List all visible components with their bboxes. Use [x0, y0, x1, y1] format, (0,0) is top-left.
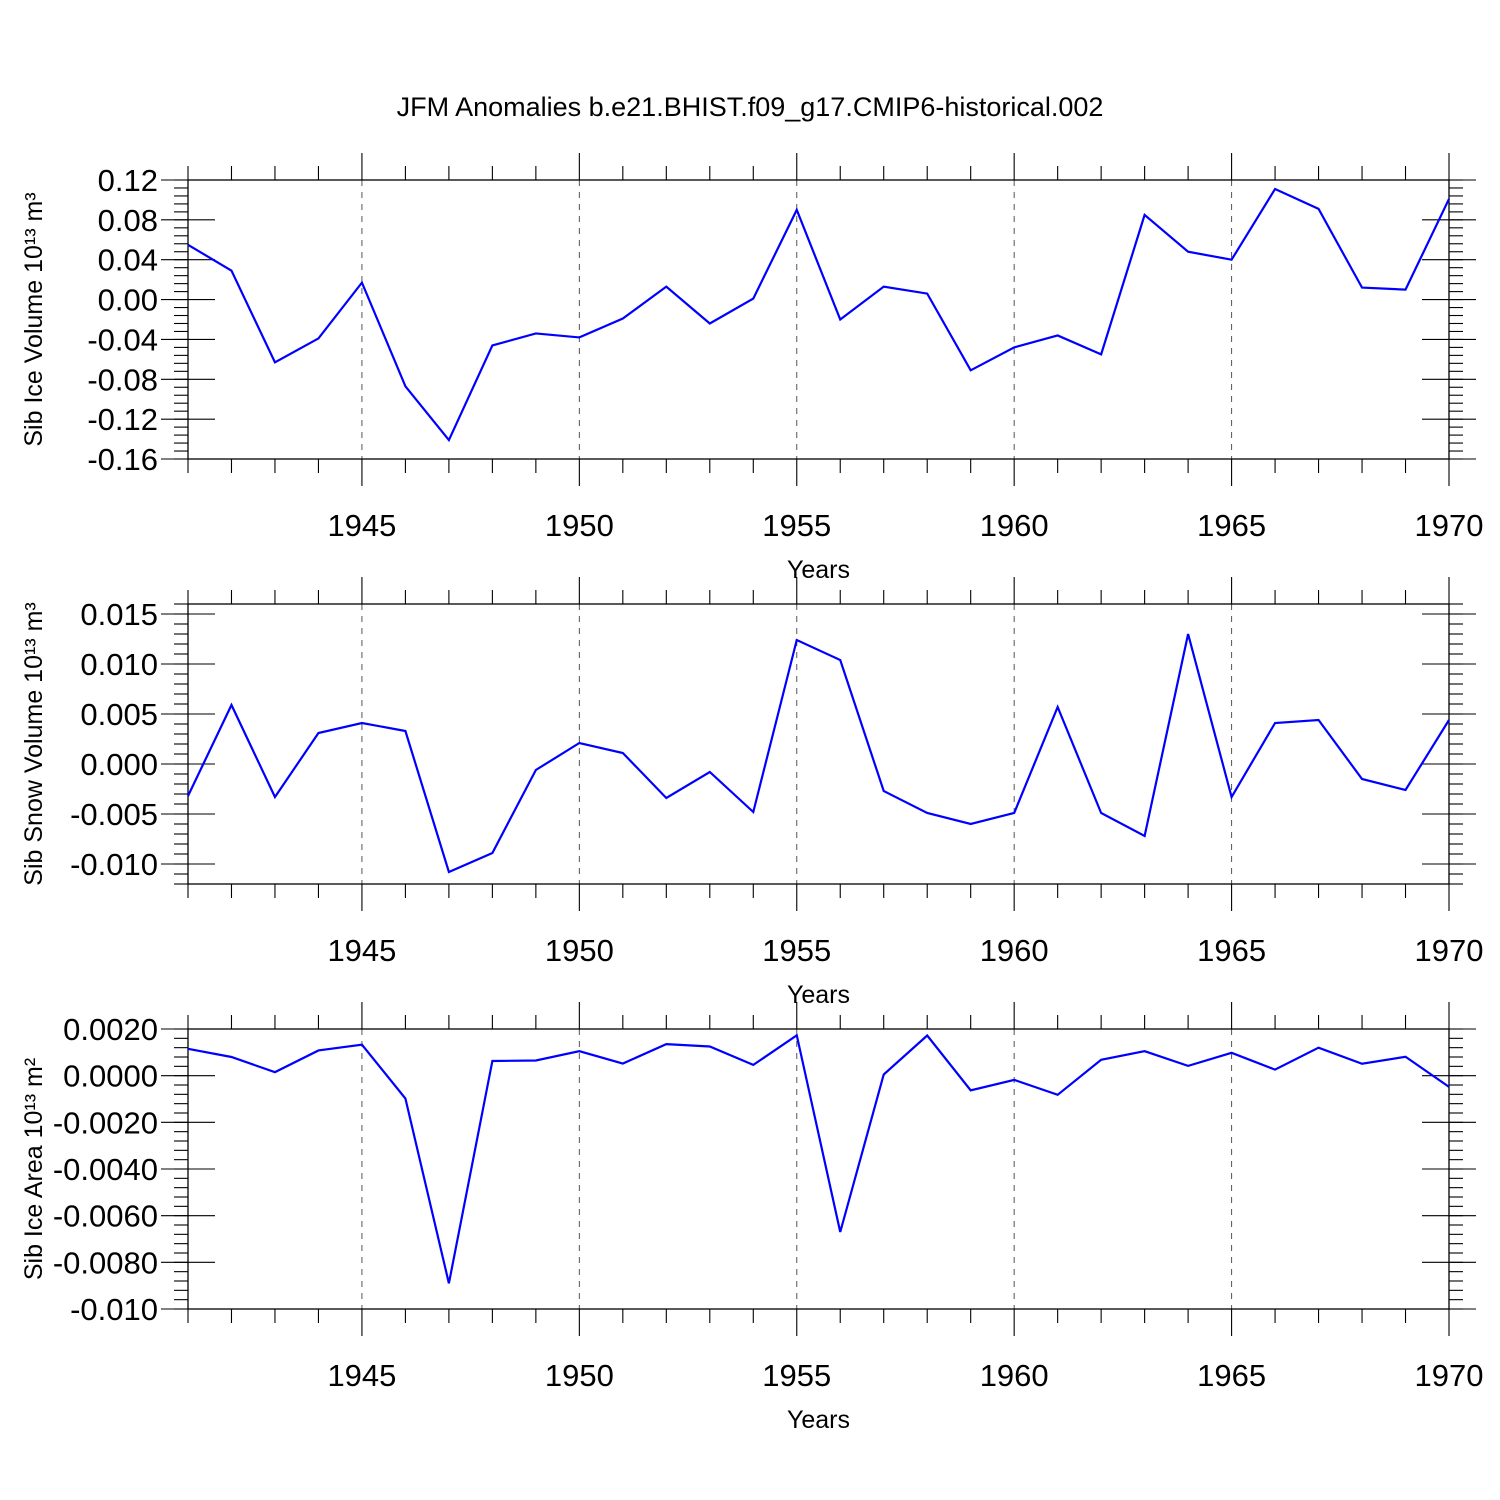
panel-2-xtick-label-1950: 1950 [545, 933, 614, 968]
panel-3-y-axis-label: Sib Ice Area 10¹³ m² [20, 1058, 48, 1280]
panel-2-ytick-label: 0.000 [80, 747, 158, 782]
panel-3-ytick-label: -0.0040 [53, 1152, 158, 1187]
panel-2-ytick-label: 0.010 [80, 647, 158, 682]
panel-2-ytick-label: 0.015 [80, 597, 158, 632]
panel-3-ytick-label: -0.0080 [53, 1245, 158, 1280]
panel-3-xtick-label-1960: 1960 [980, 1358, 1049, 1393]
panel-1-ytick-label: 0.08 [98, 203, 158, 238]
panel-2-ytick-label: -0.005 [70, 797, 158, 832]
panel-3-ytick-label: -0.010 [70, 1292, 158, 1327]
panel-1-xtick-label-1960: 1960 [980, 508, 1049, 543]
panel-3-x-axis-label: Years [787, 1406, 850, 1434]
panel-2-xtick-label-1970: 1970 [1415, 933, 1484, 968]
panel-1-ytick-label: -0.12 [87, 402, 158, 437]
panel-1-ytick-label: -0.08 [87, 362, 158, 397]
panel-1-ytick-label: -0.16 [87, 442, 158, 477]
panel-2-xtick-label-1965: 1965 [1197, 933, 1266, 968]
panel-2-series-line-1 [187, 633, 1450, 874]
panel-1-xtick-label-1955: 1955 [762, 508, 831, 543]
panel-2-y-axis-label: Sib Snow Volume 10¹³ m³ [20, 602, 48, 885]
chart-title: JFM Anomalies b.e21.BHIST.f09_g17.CMIP6-… [397, 92, 1104, 122]
panel-2-frame [187, 603, 1450, 885]
panel-2-xtick-label-1945: 1945 [327, 933, 396, 968]
panel-3-xtick-label-1970: 1970 [1415, 1358, 1484, 1393]
panel-1-xtick-label-1965: 1965 [1197, 508, 1266, 543]
panel-1-ytick-label: -0.04 [87, 322, 158, 357]
panel-2-ytick-label: -0.010 [70, 847, 158, 882]
panel-1-xtick-label-1970: 1970 [1415, 508, 1484, 543]
panel-3-ytick-label: -0.0020 [53, 1105, 158, 1140]
panel-3-series-line-1 [187, 1033, 1450, 1284]
panel-1-y-axis-label: Sib Ice Volume 10¹³ m³ [20, 192, 48, 446]
panel-1-ytick-label: 0.12 [98, 163, 158, 198]
panel-2-xtick-label-1955: 1955 [762, 933, 831, 968]
panel-3-ytick-label: 0.0020 [63, 1012, 158, 1047]
panel-1-ytick-label: 0.00 [98, 283, 158, 318]
panel-2-x-axis-label: Years [787, 981, 850, 1009]
panel-3-frame [187, 1028, 1450, 1310]
panel-1-xtick-label-1950: 1950 [545, 508, 614, 543]
panel-1-xtick-label-1945: 1945 [327, 508, 396, 543]
panel-2-ytick-label: 0.005 [80, 697, 158, 732]
panel-3-xtick-label-1965: 1965 [1197, 1358, 1266, 1393]
panel-3-xtick-label-1945: 1945 [327, 1358, 396, 1393]
panel-3-ytick-label: -0.0060 [53, 1199, 158, 1234]
panel-2-xtick-label-1960: 1960 [980, 933, 1049, 968]
panel-3-xtick-label-1950: 1950 [545, 1358, 614, 1393]
panel-3-ytick-label: 0.0000 [63, 1059, 158, 1094]
panel-1-ytick-label: 0.04 [98, 243, 158, 278]
panel-1-frame [187, 179, 1450, 460]
panel-1-series-line-1 [187, 187, 1450, 443]
panel-1-x-axis-label: Years [787, 556, 850, 584]
panel-3-xtick-label-1955: 1955 [762, 1358, 831, 1393]
